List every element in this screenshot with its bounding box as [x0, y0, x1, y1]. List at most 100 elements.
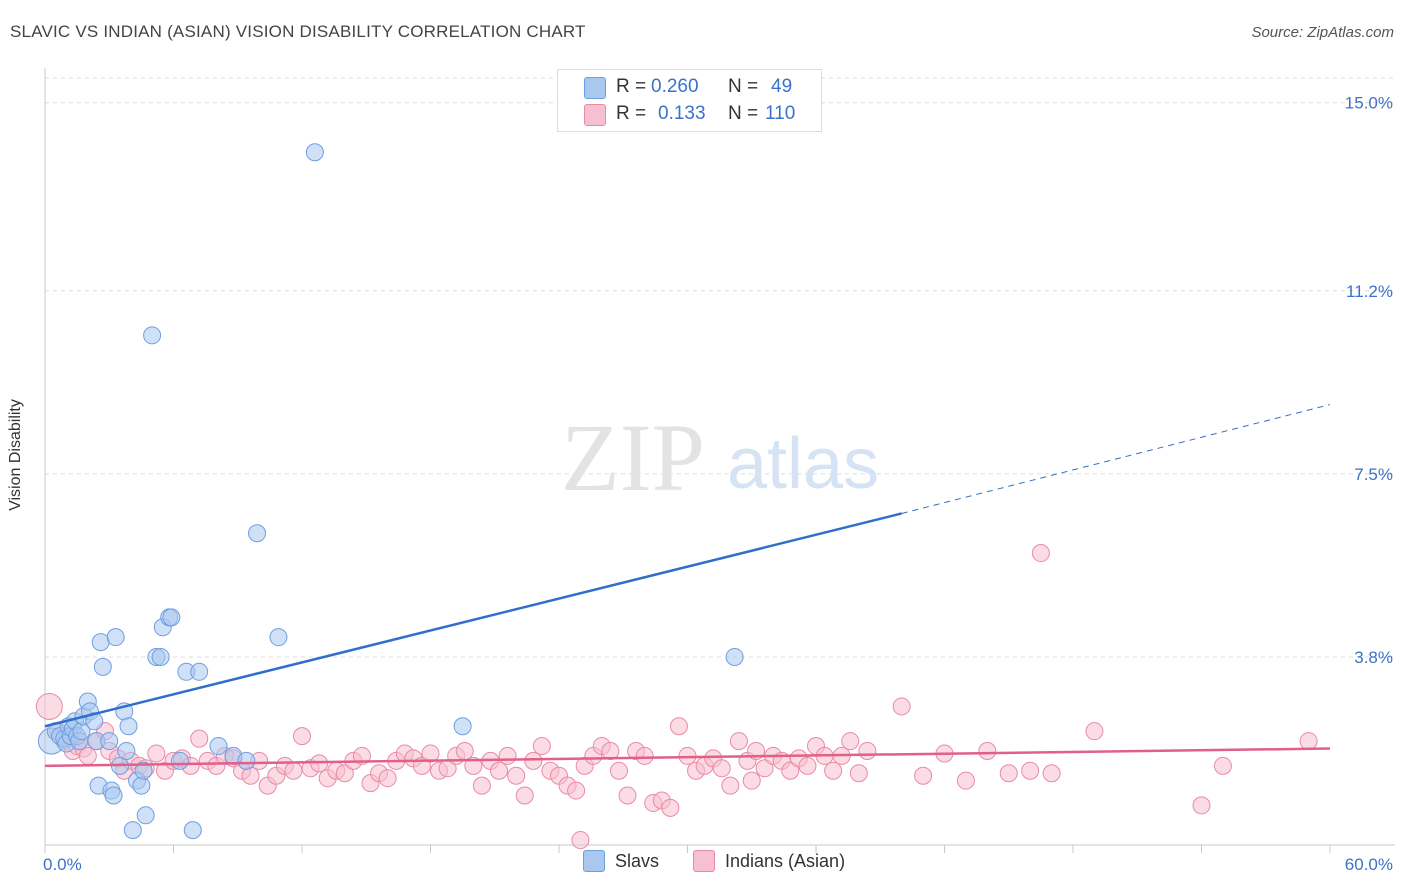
indians-asian-point	[661, 798, 680, 817]
indians-asian-point	[284, 761, 303, 780]
indians-asian-point	[914, 766, 933, 785]
indians-asian-point	[669, 717, 688, 736]
indians-asian-point	[841, 732, 860, 751]
slavs-points	[37, 143, 744, 840]
slavs-point	[248, 524, 267, 543]
indians-asian-point	[352, 746, 371, 765]
indians-asian-point	[293, 727, 311, 746]
indians-asian-point	[781, 761, 800, 780]
indians-asian-point	[601, 741, 620, 760]
slavs-point	[725, 647, 744, 666]
indians-asian-point	[1021, 761, 1040, 780]
correlation-legend: R = 0.260 N = 49 R = 0.133 N = 110	[557, 69, 822, 132]
indians-asian-point	[849, 764, 868, 783]
slavs-point	[209, 737, 228, 756]
watermark: ZIP atlas	[561, 404, 879, 511]
legend-r-value: 0.133	[658, 103, 706, 124]
legend-r-label: R =	[616, 76, 647, 97]
slavs-point	[106, 628, 125, 647]
legend-item-slavs: Slavs	[583, 850, 659, 872]
chart-title: SLAVIC VS INDIAN (ASIAN) VISION DISABILI…	[10, 22, 586, 41]
legend-label-slavs: Slavs	[615, 850, 660, 871]
legend-swatch-slavs	[584, 77, 606, 99]
legend-n-value: 49	[771, 76, 793, 97]
slavs-point	[170, 751, 189, 770]
y-tick-label: 11.2%	[1346, 282, 1393, 301]
slavs-point	[104, 786, 123, 805]
watermark-zip: ZIP	[561, 404, 705, 511]
indians-asian-point	[956, 771, 975, 790]
axes	[44, 68, 1395, 853]
y-tick-label: 7.5%	[1354, 465, 1393, 484]
indians-asian-point	[241, 766, 260, 785]
indians-asian-point	[755, 759, 774, 778]
slavs-point	[453, 717, 472, 736]
slavs-point	[143, 326, 162, 345]
slavs-point	[136, 806, 155, 825]
indians-asian-point	[147, 744, 166, 763]
indians-asian-point	[78, 746, 97, 765]
slavs-trend-line	[44, 512, 902, 728]
indians-asian-point	[532, 737, 551, 756]
legend-n-value: 110	[765, 103, 796, 124]
indians-asian-point	[798, 756, 817, 775]
indians-asian-point	[524, 751, 543, 770]
indians-asian-point	[490, 761, 509, 780]
slavs-point	[183, 821, 202, 840]
indians-asian-point	[421, 744, 440, 763]
y-tick-label: 3.8%	[1354, 648, 1393, 667]
series-legend: Slavs Indians (Asian)	[0, 850, 1406, 880]
slavs-point	[119, 717, 138, 736]
indians-asian-point	[609, 761, 628, 780]
indians-asian-point	[618, 786, 637, 805]
indians-asian-point	[721, 776, 740, 795]
indians-asian-point	[1031, 544, 1050, 563]
slavs-point	[162, 608, 181, 627]
indians-asian-point	[1192, 796, 1211, 815]
legend-label-indians: Indians (Asian)	[725, 850, 846, 871]
indians-asian-point	[1299, 732, 1318, 751]
x-tick-label: 0.0%	[43, 855, 82, 874]
indians-asian-point	[999, 764, 1018, 783]
indians-asian-point	[35, 692, 63, 720]
indians-asian-point	[1085, 722, 1104, 741]
indians-asian-point	[1042, 764, 1061, 783]
x-tick-label: 60.0%	[1345, 855, 1393, 874]
indians-asian-point	[472, 776, 491, 795]
watermark-atlas: atlas	[727, 424, 879, 504]
slavs-point	[132, 776, 151, 795]
slavs-point	[151, 647, 170, 666]
slavs-point	[117, 741, 136, 760]
slavs-point	[269, 628, 288, 647]
legend-item-indians: Indians (Asian)	[693, 850, 845, 872]
legend-swatch-indians	[584, 104, 606, 126]
y-tick-label: 15.0%	[1345, 94, 1393, 113]
legend-swatch-slavs	[583, 850, 605, 872]
indians-asian-point	[824, 761, 843, 780]
slavs-point	[237, 751, 256, 770]
legend-r-label: R =	[616, 103, 647, 124]
indians-asian-point	[507, 766, 526, 785]
indians-asian-point	[978, 741, 997, 760]
indians-asian-point	[892, 697, 911, 716]
legend-swatch-indians	[693, 850, 715, 872]
indians-asian-point	[515, 786, 534, 805]
slavs-point	[305, 143, 324, 162]
grid-lines	[45, 77, 1395, 658]
indians-asian-point	[378, 769, 397, 788]
indians-asian-point	[712, 759, 731, 778]
indians-trend-line	[44, 747, 1331, 768]
indians-asian-point	[455, 741, 474, 760]
slavs-point	[100, 732, 119, 751]
slavs-trend-extension	[901, 404, 1331, 514]
source-label: Source: ZipAtlas.com	[1251, 24, 1394, 41]
slavs-point	[93, 657, 112, 676]
indians-asian-points	[35, 544, 1318, 850]
tick-labels: 3.8% 7.5% 11.2% 15.0% 0.0% 60.0%	[43, 94, 1393, 874]
legend-n-label: N =	[728, 103, 759, 124]
slavs-point	[190, 662, 209, 681]
legend-r-value: 0.260	[651, 76, 699, 97]
indians-asian-point	[729, 732, 748, 751]
indians-asian-point	[498, 746, 517, 765]
indians-asian-point	[190, 729, 209, 748]
